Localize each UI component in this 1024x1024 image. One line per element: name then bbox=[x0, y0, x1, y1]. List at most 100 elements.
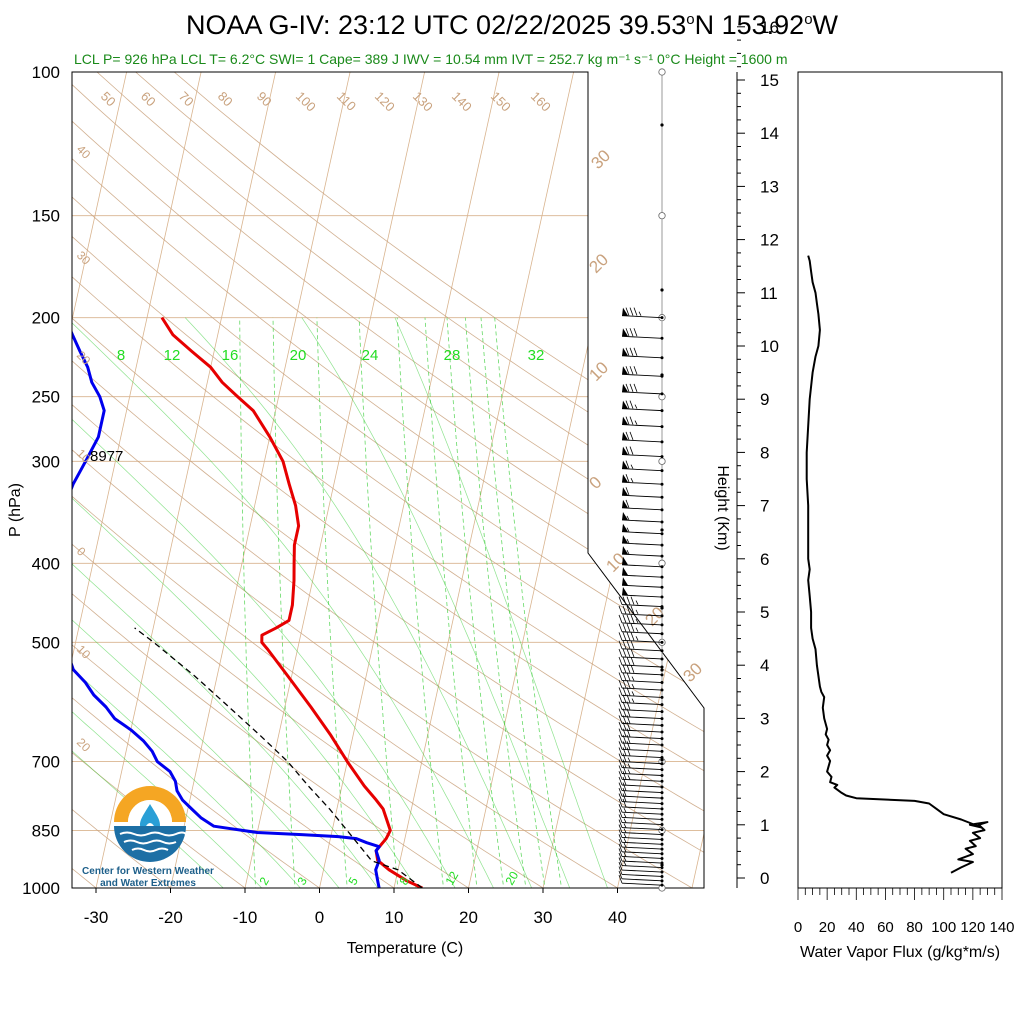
x-tick-label: 10 bbox=[385, 908, 404, 927]
y-tick-label: 850 bbox=[32, 821, 60, 840]
wind-barb-flag bbox=[618, 741, 623, 750]
wind-barb bbox=[621, 335, 663, 339]
height-tick-label: 1 bbox=[760, 816, 769, 835]
dry-adiabat-line bbox=[72, 72, 704, 888]
wind-barb-dot bbox=[660, 469, 664, 473]
wind-barb-dot bbox=[660, 614, 664, 618]
height-tick-label: 16 bbox=[760, 18, 779, 37]
wind-barb-flag bbox=[618, 834, 623, 843]
isotherm-label: 160 bbox=[528, 89, 554, 115]
wind-barb-half bbox=[635, 627, 639, 632]
wind-barb-flag bbox=[630, 656, 635, 666]
wind-barb bbox=[621, 851, 663, 855]
flux-tick-label: 20 bbox=[819, 919, 836, 936]
dry-adiabat-line bbox=[131, 72, 704, 888]
wind-barb-half bbox=[634, 404, 638, 409]
wind-barb-flag bbox=[625, 383, 630, 393]
isotherm-line bbox=[613, 72, 704, 888]
height-tick-label: 3 bbox=[760, 709, 769, 728]
wind-barb-flag bbox=[618, 852, 623, 862]
wind-barb-flag bbox=[629, 307, 634, 316]
wind-barb-flag bbox=[629, 431, 634, 441]
wind-barb-dot bbox=[660, 632, 664, 636]
wind-barb-half bbox=[631, 698, 635, 703]
wind-barb-flag bbox=[625, 347, 630, 356]
isotherm-line bbox=[389, 72, 583, 888]
wind-barb-dot bbox=[660, 874, 664, 878]
moist-adiabat-line bbox=[72, 317, 428, 888]
wind-barb-half bbox=[635, 600, 639, 605]
dry-adiabat-line bbox=[72, 72, 704, 888]
wind-barb bbox=[621, 439, 663, 443]
y-tick-label: 150 bbox=[32, 207, 60, 226]
wind-pennant bbox=[622, 587, 628, 596]
wind-barb-half bbox=[638, 311, 642, 316]
wind-pennant bbox=[622, 523, 628, 532]
wind-barb-dot bbox=[660, 817, 664, 821]
wind-barb-flag bbox=[618, 776, 623, 786]
wind-barb-dot bbox=[660, 756, 664, 760]
skewed-isotherm-label: 10 bbox=[585, 358, 612, 385]
wind-barb-dot bbox=[660, 482, 664, 486]
wind-barb bbox=[621, 755, 663, 758]
isotherm-label: 110 bbox=[334, 89, 359, 114]
mixing-ratio-label: 12 bbox=[164, 347, 181, 364]
wind-barb-half bbox=[631, 683, 635, 689]
wind-barb-dot bbox=[660, 796, 664, 800]
wind-barb-dot bbox=[660, 623, 664, 627]
wind-level-dot bbox=[660, 606, 664, 610]
wind-barb-dot bbox=[660, 695, 664, 699]
wind-barb-dot bbox=[660, 316, 664, 320]
wind-barb-dot bbox=[660, 585, 664, 589]
isotherm-label: 100 bbox=[293, 89, 319, 115]
wind-barb-flag bbox=[625, 446, 630, 455]
wind-pennant bbox=[622, 474, 628, 483]
wind-barb-dot bbox=[660, 773, 664, 777]
wind-pennant bbox=[622, 460, 628, 469]
wind-barb-flag bbox=[622, 753, 627, 762]
wind-barb-flag bbox=[626, 708, 631, 717]
moist-adiabat-line bbox=[72, 317, 503, 888]
wind-barb-dot bbox=[660, 440, 664, 444]
x-tick-label: -20 bbox=[158, 908, 183, 927]
wind-barb bbox=[621, 778, 663, 782]
wind-barb-half bbox=[630, 478, 634, 483]
wind-barb-flag bbox=[622, 747, 627, 756]
wind-barb-flag bbox=[633, 307, 638, 316]
wind-barb-half bbox=[623, 838, 627, 843]
moist-adiabat-line bbox=[72, 317, 354, 888]
wind-pennant bbox=[622, 416, 628, 425]
annotation-8977: 8977 bbox=[90, 448, 123, 465]
wind-pennant bbox=[622, 307, 628, 316]
wind-barb-dot bbox=[660, 883, 664, 887]
wind-barb-half bbox=[623, 852, 627, 857]
wind-barb-flag bbox=[622, 640, 627, 649]
y-tick-label: 500 bbox=[32, 633, 60, 652]
wind-barb-half bbox=[623, 856, 627, 862]
wind-barb bbox=[621, 748, 663, 752]
wind-barb bbox=[621, 822, 663, 825]
wind-barb bbox=[621, 664, 663, 668]
wind-barb-flag bbox=[618, 753, 623, 762]
wind-barb-flag bbox=[618, 664, 623, 673]
wind-barb-flag bbox=[630, 648, 635, 658]
water-vapor-flux-line bbox=[805, 255, 989, 874]
wind-barb bbox=[621, 468, 663, 472]
wind-calm-marker bbox=[658, 457, 666, 465]
flux-tick-label: 60 bbox=[877, 919, 894, 936]
dewpoint-line bbox=[72, 317, 381, 888]
wind-barb-flag bbox=[626, 701, 631, 710]
wind-barb-flag bbox=[622, 679, 627, 689]
isotherm-label: 150 bbox=[488, 89, 514, 115]
moist-adiabat-line bbox=[72, 317, 242, 888]
moist-adiabat-line bbox=[72, 317, 316, 888]
mixing-ratio-label: 5 bbox=[345, 874, 361, 887]
wind-barb-dot bbox=[660, 703, 664, 707]
wind-barb-half bbox=[634, 420, 638, 425]
wind-barb bbox=[621, 622, 663, 626]
wind-barb-flag bbox=[629, 328, 634, 337]
mixing-ratio-line bbox=[272, 317, 297, 888]
y-tick-label: 200 bbox=[32, 309, 60, 328]
wind-barb-dot bbox=[660, 879, 664, 883]
